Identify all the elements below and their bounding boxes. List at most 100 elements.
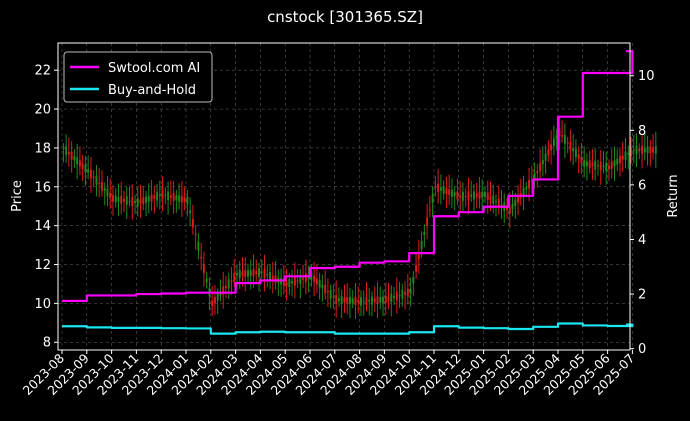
candle-body: [382, 296, 384, 303]
candle-body: [580, 156, 583, 164]
candle-body: [426, 217, 429, 227]
candle-body: [550, 144, 553, 151]
candle-body: [547, 149, 550, 156]
candle-body: [197, 241, 200, 251]
candle-body: [558, 128, 561, 137]
candle-body: [67, 151, 70, 155]
candle-body: [136, 198, 139, 207]
candle-body: [544, 153, 547, 161]
candle-body: [608, 165, 610, 170]
candle-body: [621, 155, 624, 160]
return-axis-label: Return: [666, 174, 681, 217]
candle-body: [481, 191, 484, 198]
candle-body: [486, 192, 489, 201]
candle-body: [92, 176, 95, 178]
price-tick-label: 12: [34, 258, 51, 273]
candle-body: [470, 194, 473, 197]
candle-body: [423, 231, 426, 235]
price-axis: 8 10 12 14 16 18 20 22: [34, 64, 58, 351]
return-tick-label: 10: [638, 69, 655, 84]
candle-body: [78, 160, 81, 167]
candle-body: [354, 297, 357, 305]
candle-body: [202, 264, 205, 274]
candle-body: [530, 180, 533, 182]
candle-body: [200, 256, 203, 259]
candle-body: [585, 161, 588, 167]
candle-body: [224, 286, 227, 289]
candle-body: [337, 298, 340, 302]
candle-body: [630, 147, 632, 157]
candle-body: [588, 160, 591, 169]
candle-body: [495, 200, 497, 203]
candle-body: [464, 196, 467, 198]
candle-body: [555, 135, 558, 140]
candle-body: [205, 278, 208, 283]
candle-body: [285, 281, 288, 287]
candle-body: [439, 187, 442, 191]
candle-body: [654, 146, 657, 154]
candle-body: [282, 279, 285, 287]
candle-body: [227, 279, 230, 289]
candle-body: [357, 299, 360, 303]
candle-body: [236, 272, 238, 276]
candle-body: [269, 271, 272, 281]
candle-body: [81, 163, 84, 169]
candle-body: [461, 191, 464, 201]
candle-body: [304, 273, 307, 282]
legend-box: [63, 51, 213, 103]
candle-body: [117, 196, 120, 202]
candle-body: [619, 155, 621, 164]
return-tick-label: 8: [638, 124, 646, 139]
return-lines: [62, 50, 634, 335]
candle-body: [346, 297, 349, 304]
candle-body: [420, 241, 423, 249]
candle-body: [153, 195, 156, 200]
candle-body: [186, 196, 189, 205]
candle-body: [561, 135, 564, 137]
candle-body: [109, 192, 112, 198]
candle-body: [244, 270, 247, 277]
candle-body: [211, 300, 214, 307]
candle-body: [616, 158, 619, 165]
strategy-return-line: [62, 50, 634, 302]
candle-body: [260, 271, 263, 273]
candle-body: [437, 183, 440, 193]
return-tick-label: 4: [638, 233, 646, 248]
candle-body: [450, 189, 453, 197]
candle-body: [87, 169, 90, 173]
candle-body: [641, 145, 644, 154]
candle-body: [249, 270, 252, 276]
candle-body: [164, 194, 167, 196]
price-tick-label: 14: [34, 219, 51, 234]
candle-body: [472, 191, 475, 200]
candle-body: [172, 193, 175, 202]
legend: Swtool.com AI Buy-and-Hold: [63, 51, 213, 103]
candle-body: [233, 273, 236, 282]
candle-body: [103, 187, 106, 191]
candle-body: [536, 171, 539, 174]
candle-body: [514, 199, 517, 206]
candle-body: [624, 151, 627, 160]
candle-body: [315, 278, 318, 285]
candle-body: [517, 195, 520, 203]
price-tick-label: 8: [43, 336, 51, 351]
candle-body: [194, 234, 197, 236]
candle-body: [459, 195, 462, 198]
candle-body: [247, 270, 249, 277]
price-tick-label: 16: [34, 180, 51, 195]
candle-body: [373, 298, 376, 303]
candle-body: [489, 196, 492, 200]
candle-body: [533, 172, 536, 182]
candle-body: [252, 269, 255, 277]
candle-body: [574, 149, 577, 158]
candle-body: [497, 198, 500, 208]
candle-body: [627, 152, 630, 155]
candle-body: [417, 254, 420, 260]
candle-body: [563, 134, 566, 144]
candle-body: [142, 197, 145, 205]
candle-body: [541, 160, 544, 165]
candle-body: [646, 146, 649, 154]
candle-body: [114, 195, 117, 203]
candle-body: [500, 204, 503, 206]
candle-body: [539, 163, 542, 172]
